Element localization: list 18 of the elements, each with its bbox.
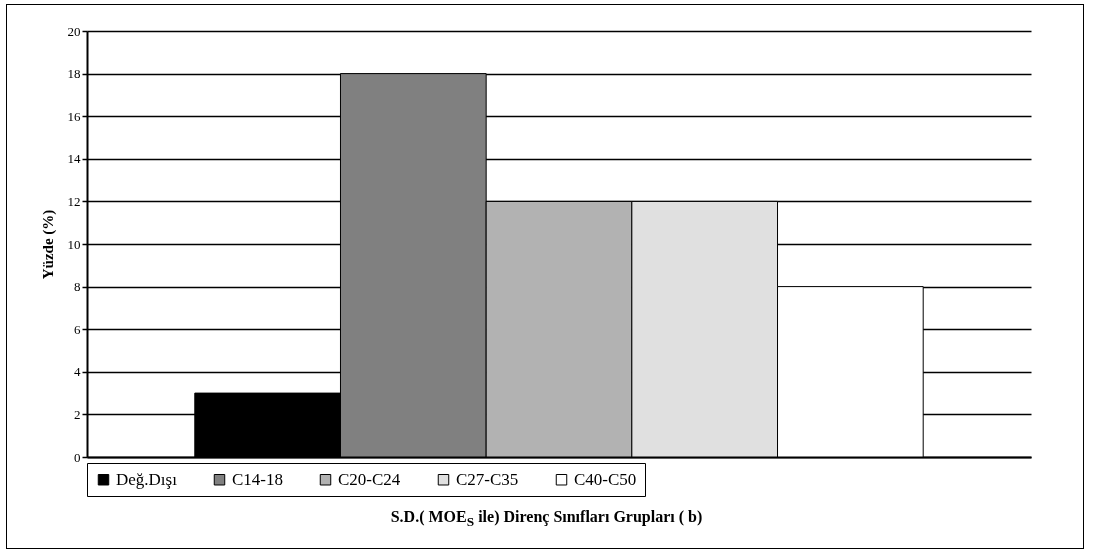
legend-label: C27-C35 [456,469,519,489]
x-axis-title: S.D.( MOE$_{S}$ ile) Direnç Sınıfları Grupları ( b) [389,508,704,531]
y-axis-title: Yüzde (%) [39,209,57,280]
y-tick-label: 6 [74,321,81,337]
legend-label: C20-C24 [338,469,401,489]
legend-label: C40-C50 [574,469,637,489]
y-tick-label: 2 [74,406,81,422]
y-tick-label: 8 [74,279,81,295]
y-tick-label: 10 [67,236,81,252]
y-tick-label: 16 [67,108,81,124]
y-tick-label: 4 [74,364,81,380]
legend-label: C14-18 [232,469,283,489]
y-tick-label: 12 [67,193,81,209]
legend-label: Değ.Dışı [116,469,178,489]
y-tick-label: 14 [67,151,81,167]
y-tick-label: 18 [67,66,81,82]
y-tick-label: 0 [74,449,81,465]
y-tick-label: 20 [67,23,81,39]
